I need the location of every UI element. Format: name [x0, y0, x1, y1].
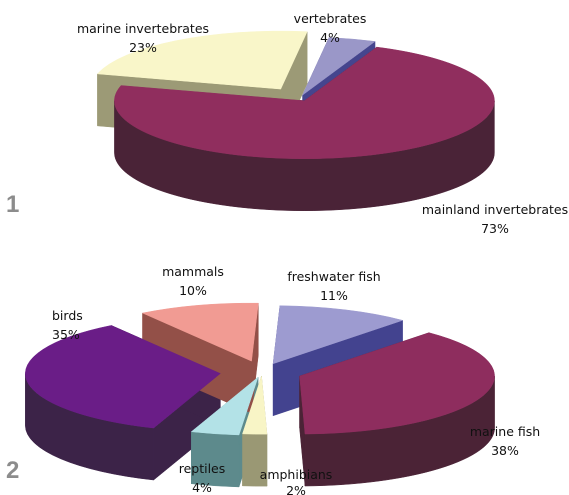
- pie-slice: [299, 332, 495, 435]
- pie-slice: [302, 37, 376, 96]
- pie-slice: [141, 302, 259, 362]
- slice-label: mainland invertebrates: [422, 202, 568, 217]
- pie-chart-2: [25, 302, 495, 488]
- slice-percent: 11%: [320, 288, 348, 303]
- pie-slice: [114, 46, 495, 159]
- panel-number-1: 1: [6, 191, 19, 218]
- slice-percent: 2%: [286, 483, 306, 495]
- slice-label: marine fish: [470, 424, 540, 439]
- pie-slice: [190, 376, 259, 436]
- pie-slice: [242, 376, 268, 435]
- slice-percent: 10%: [179, 283, 207, 298]
- slice-label: birds: [52, 308, 83, 323]
- slice-percent: 38%: [491, 443, 519, 458]
- pie-chart-1: [96, 30, 495, 211]
- pie-slice: [96, 30, 308, 90]
- slice-percent: 4%: [192, 480, 212, 495]
- slice-label: amphibians: [260, 467, 333, 482]
- slice-label: mammals: [162, 264, 224, 279]
- slice-label: freshwater fish: [287, 269, 380, 284]
- slice-label: reptiles: [179, 461, 226, 476]
- pie-slice: [272, 305, 404, 365]
- slice-percent: 23%: [129, 40, 157, 55]
- slice-side: [191, 431, 240, 488]
- slice-percent: 4%: [320, 30, 340, 45]
- slice-label: vertebrates: [294, 11, 367, 26]
- slice-label: marine invertebrates: [77, 21, 209, 36]
- slice-percent: 35%: [52, 327, 80, 342]
- panel-number-2: 2: [6, 457, 19, 484]
- slice-percent: 73%: [481, 221, 509, 236]
- pie-slice: [25, 325, 221, 429]
